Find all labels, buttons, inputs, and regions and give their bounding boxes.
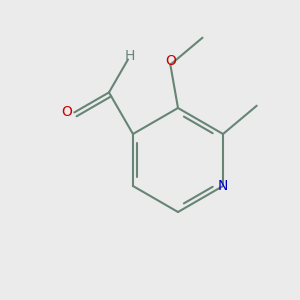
Text: O: O — [165, 54, 176, 68]
Text: O: O — [61, 105, 72, 119]
Text: N: N — [218, 179, 228, 193]
Text: H: H — [125, 49, 135, 62]
